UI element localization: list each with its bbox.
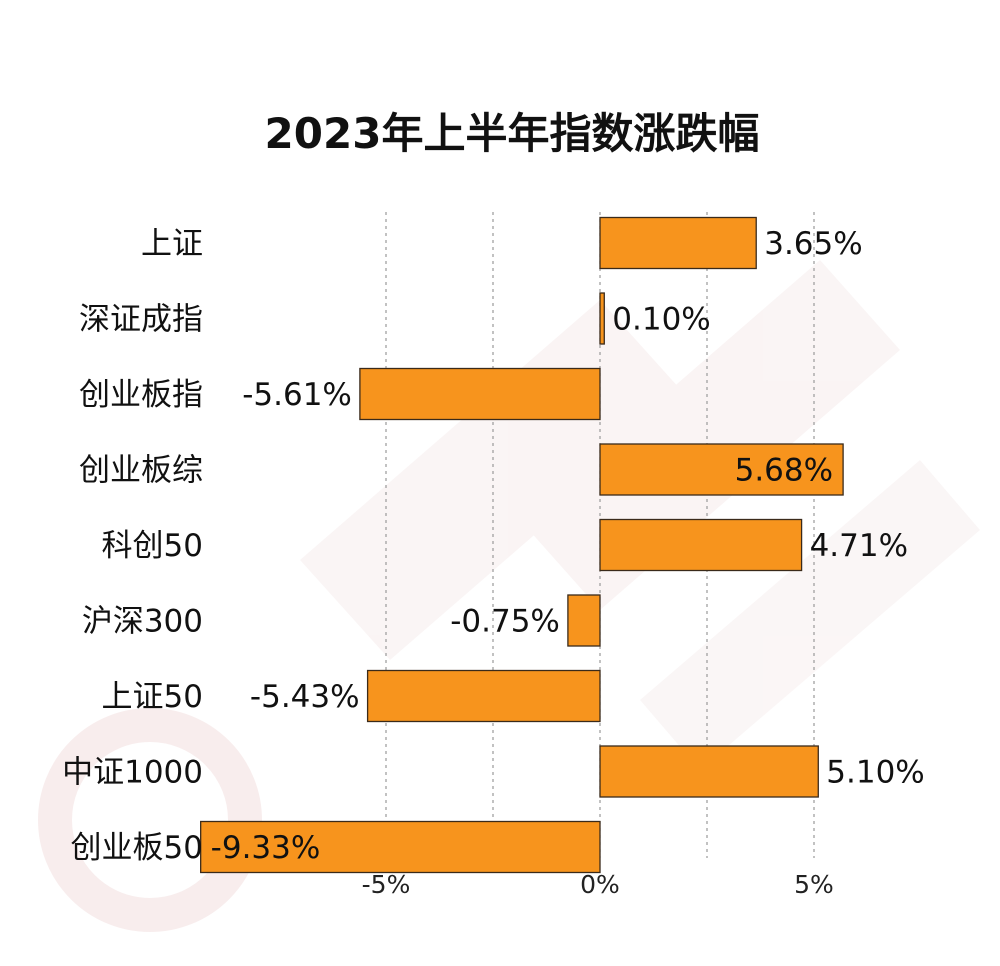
bar-2: [359, 367, 601, 421]
value-label-5: -0.75%: [450, 604, 560, 640]
category-label-6: 上证50: [102, 679, 203, 715]
category-label-5: 沪深300: [82, 604, 203, 640]
bar-3: [599, 443, 844, 496]
bar-1: [599, 292, 605, 345]
bar-5: [567, 594, 601, 647]
x-tick-label-2: 5%: [794, 870, 834, 899]
x-axis-ticks: -5% 0% 5%: [362, 870, 834, 899]
bar-4: [599, 518, 803, 572]
value-label-4: 4.71%: [810, 528, 908, 564]
category-label-4: 科创50: [102, 528, 203, 564]
bar-0: [599, 216, 757, 270]
x-tick-label-0: -5%: [362, 870, 411, 899]
bars: [200, 216, 844, 874]
watermark-logo: [38, 260, 980, 932]
value-label-1: 0.10%: [612, 302, 710, 338]
value-label-3: 5.68%: [735, 453, 833, 489]
x-tick-label-1: 0%: [580, 870, 620, 899]
value-label-0: 3.65%: [764, 226, 862, 262]
category-label-3: 创业板综: [79, 453, 203, 489]
category-label-1: 深证成指: [79, 302, 203, 338]
bar-7: [599, 745, 819, 798]
value-label-6: -5.43%: [250, 679, 360, 715]
value-label-2: -5.61%: [242, 377, 352, 413]
category-label-7: 中证1000: [62, 755, 203, 791]
chart-title: 2023年上半年指数涨跌幅: [265, 109, 760, 158]
category-label-0: 上证: [141, 226, 203, 262]
bar-8: [200, 820, 601, 874]
category-label-8: 创业板50: [71, 830, 203, 866]
bar-6: [366, 669, 601, 723]
category-label-2: 创业板指: [79, 377, 203, 413]
value-labels: 3.65% 0.10% -5.61% 5.68% 4.71% -0.75% -5.43% 5.…: [211, 226, 925, 866]
value-label-7: 5.10%: [826, 755, 924, 791]
value-label-8: -9.33%: [211, 830, 321, 866]
